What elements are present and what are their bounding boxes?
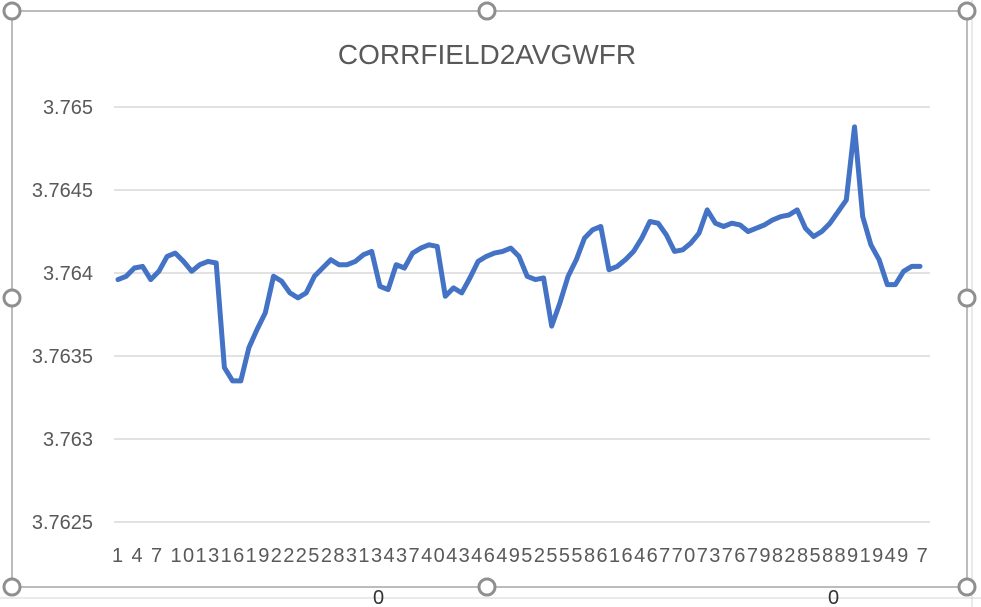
chart-title[interactable]: CORRFIELD2AVGWFR — [338, 39, 636, 70]
y-tick-label: 3.763 — [43, 429, 93, 451]
y-tick-label: 3.7645 — [32, 180, 93, 202]
resize-handle-bottom[interactable] — [477, 577, 497, 597]
y-tick-label: 3.764 — [43, 263, 93, 285]
resize-handle-top[interactable] — [477, 1, 497, 21]
under-cell-b: 0 — [828, 587, 839, 607]
resize-handle-right[interactable] — [957, 288, 977, 308]
y-tick-label: 3.7635 — [32, 346, 93, 368]
resize-handle-bottom-left[interactable] — [2, 577, 22, 597]
x-axis-tick-labels: 1 4 7 1013161922252831343740434649525558… — [112, 545, 928, 567]
resize-handle-bottom-right[interactable] — [957, 577, 977, 597]
y-tick-label: 3.7625 — [32, 512, 93, 534]
gridlines — [114, 106, 930, 523]
under-cell-a: 0 — [373, 587, 384, 607]
selection-handles[interactable] — [2, 1, 977, 597]
series-line[interactable] — [115, 124, 923, 384]
resize-handle-top-right[interactable] — [957, 1, 977, 21]
y-tick-label: 3.765 — [43, 97, 93, 119]
resize-handle-top-left[interactable] — [2, 1, 22, 21]
chart-area[interactable] — [11, 10, 968, 588]
y-axis-ticks: 3.7625 3.763 3.7635 3.764 3.7645 3.765 — [32, 97, 93, 534]
resize-handle-left[interactable] — [2, 288, 22, 308]
